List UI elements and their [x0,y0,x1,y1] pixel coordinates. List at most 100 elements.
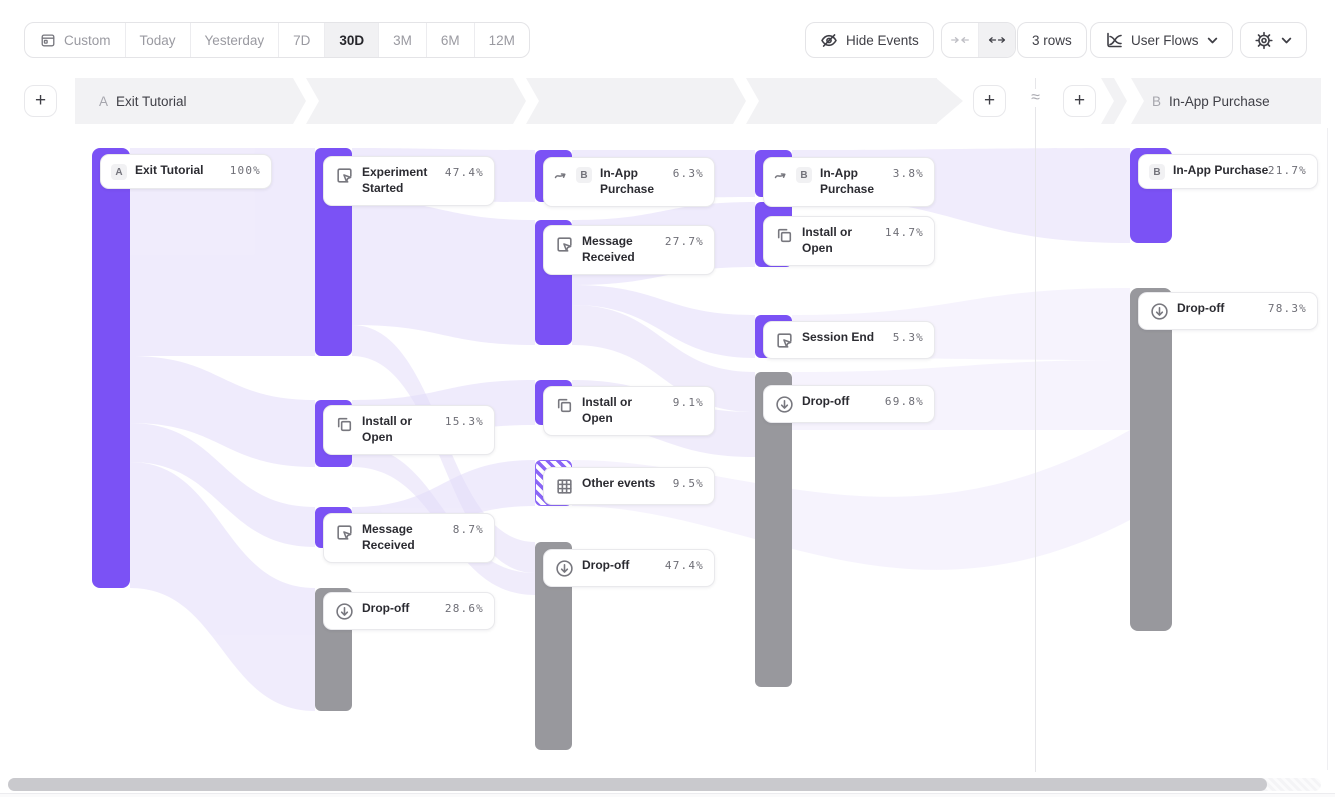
event-label: Drop-off [582,558,630,572]
eye-off-icon [820,31,838,49]
flow-node-card[interactable]: Message Received 8.7% [323,513,495,563]
event-label: In-App Purchase [820,166,875,196]
event-percent: 9.5% [672,477,704,490]
flow-node-card[interactable]: Drop-off 78.3% [1138,292,1318,330]
arrow-down-circle-icon [774,394,794,414]
flow-b-name: In-App Purchase [1169,93,1270,109]
bottom-border [0,793,1335,797]
right-edge-line [1327,128,1328,770]
date-range-custom[interactable]: Custom [25,23,125,57]
width-toggle-group [941,22,1016,58]
event-percent: 69.8% [884,395,924,408]
event-percent: 6.3% [672,167,704,180]
chevron-down-icon [1207,35,1218,46]
event-label: Message Received [582,234,635,264]
date-range-6m[interactable]: 6M [425,23,474,57]
flow-node-card[interactable]: A Exit Tutorial 100% [100,154,272,189]
event-label: Drop-off [1177,301,1225,315]
settings-button[interactable] [1240,22,1307,58]
node-bar-drop-off-b [1130,288,1172,631]
node-bar-exit-tutorial [92,148,130,588]
event-label: In-App Purchase [600,166,655,196]
gear-icon [1255,31,1273,49]
flow-b-title: B In-App Purchase [1152,78,1270,124]
date-range-30d[interactable]: 30D [324,23,379,57]
event-badge: B [576,167,592,183]
chevron-down-icon [1281,35,1292,46]
event-label: Drop-off [802,394,850,408]
add-step-button-left[interactable]: + [24,85,57,117]
flow-node-card[interactable]: Session End 5.3% [763,321,935,359]
copy-icon [554,395,574,415]
event-percent: 27.7% [664,235,704,248]
view-selector-button[interactable]: User Flows [1090,22,1233,58]
event-label: Message Received [362,522,415,552]
arrow-down-circle-icon [1149,301,1169,321]
event-percent: 28.6% [444,602,484,615]
flow-chart-icon [1105,31,1123,49]
event-label: Install or Open [582,395,633,425]
flow-b-band [1131,78,1321,124]
cursor-click-icon [334,522,354,542]
flow-node-card[interactable]: Install or Open 14.7% [763,216,935,266]
event-badge: A [111,164,127,180]
event-percent: 8.7% [452,523,484,536]
horizontal-scrollbar-thumb[interactable] [8,778,1267,791]
view-selector-label: User Flows [1131,32,1199,48]
copy-icon [334,414,354,434]
hide-events-button[interactable]: Hide Events [805,22,934,58]
flow-a-name: Exit Tutorial [116,93,187,109]
event-badge: B [1149,164,1165,180]
flow-node-card[interactable]: Experiment Started 47.4% [323,156,495,206]
collapse-columns-button[interactable] [942,23,978,57]
expand-columns-button[interactable] [978,23,1015,57]
flow-link-symbol: ≈ [1023,89,1048,107]
event-label: Install or Open [362,414,413,444]
flow-node-card[interactable]: Drop-off 69.8% [763,385,935,423]
jump-arrow-icon [774,168,788,182]
event-percent: 15.3% [444,415,484,428]
arrows-expand-icon [988,31,1006,49]
event-percent: 9.1% [672,396,704,409]
event-label: Exit Tutorial [135,163,204,177]
flow-node-card[interactable]: B In-App Purchase 3.8% [763,157,935,207]
event-badge: B [796,167,812,183]
event-label: Experiment Started [362,165,428,195]
event-percent: 14.7% [884,226,924,239]
rows-label: 3 rows [1032,32,1072,48]
flow-node-card[interactable]: Other events 9.5% [543,467,715,505]
date-range-3m[interactable]: 3M [378,23,426,57]
date-range-7d[interactable]: 7D [278,23,324,57]
flow-node-card[interactable]: Install or Open 15.3% [323,405,495,455]
flow-a-letter: A [99,93,109,109]
event-percent: 100% [229,164,261,177]
add-step-button-a-end[interactable]: + [973,85,1006,117]
flow-node-card[interactable]: Install or Open 9.1% [543,386,715,436]
hide-events-label: Hide Events [846,32,919,48]
copy-icon [774,225,794,245]
event-label: Session End [802,330,875,344]
cursor-click-icon [554,234,574,254]
flow-node-card[interactable]: B In-App Purchase 21.7% [1138,154,1318,189]
rows-button[interactable]: 3 rows [1017,22,1087,58]
cursor-click-icon [334,165,354,185]
flow-node-card[interactable]: Drop-off 28.6% [323,592,495,630]
flow-a-band [75,78,937,124]
event-percent: 78.3% [1267,302,1307,315]
arrow-down-circle-icon [554,558,574,578]
date-range-today[interactable]: Today [124,23,190,57]
event-percent: 47.4% [444,166,484,179]
event-label: Install or Open [802,225,853,255]
date-range-label: Custom [64,32,111,48]
date-range-yesterday[interactable]: Yesterday [189,23,279,57]
flow-node-card[interactable]: B In-App Purchase 6.3% [543,157,715,207]
flow-node-card[interactable]: Message Received 27.7% [543,225,715,275]
date-range-12m[interactable]: 12M [473,23,529,57]
node-bar-drop-off-4 [755,372,792,687]
flow-a-title: A Exit Tutorial [99,78,187,124]
grid-icon [554,476,574,496]
flow-node-card[interactable]: Drop-off 47.4% [543,549,715,587]
flow-divider-line [1035,78,1036,772]
add-step-button-b-start[interactable]: + [1063,85,1096,117]
